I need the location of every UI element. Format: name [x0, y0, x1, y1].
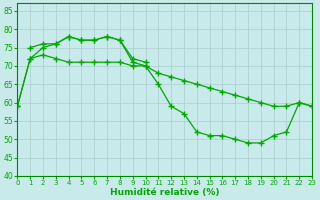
X-axis label: Humidité relative (%): Humidité relative (%)	[110, 188, 220, 197]
